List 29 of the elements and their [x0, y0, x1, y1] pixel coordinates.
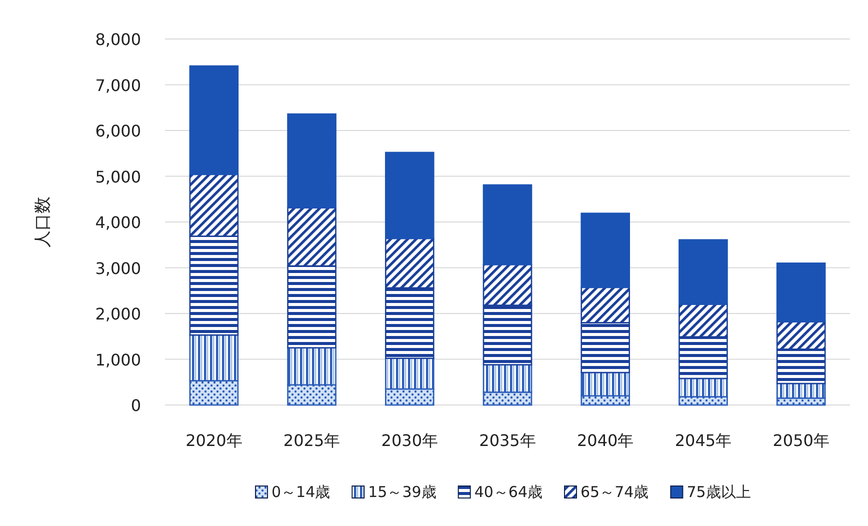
bar	[776, 262, 826, 322]
legend-label: 15～39歳	[368, 483, 436, 501]
y-tick-label: 0	[130, 396, 141, 415]
legend-label: 0～14歳	[272, 483, 330, 501]
x-tick-label: 2040年	[577, 431, 634, 450]
y-tick-label: 4,000	[95, 213, 141, 232]
y-tick-label: 1,000	[95, 350, 141, 370]
legend-label: 65～74歳	[580, 483, 649, 501]
y-tick-label: 6,000	[95, 122, 141, 140]
x-tick-label: 2050年	[772, 431, 830, 450]
bar	[287, 113, 336, 208]
y-tick-label: 5,000	[95, 167, 141, 186]
bar	[482, 184, 532, 266]
legend-label: 40～64歳	[474, 483, 543, 501]
bar	[384, 152, 434, 240]
x-tick-label: 2025年	[283, 431, 340, 450]
bar	[189, 65, 239, 176]
y-tick-label: 3,000	[95, 258, 141, 278]
y-tick-label: 2,000	[95, 304, 141, 324]
bar	[678, 239, 728, 305]
y-axis-title: 人口数	[33, 196, 53, 248]
x-tick-label: 2035年	[479, 431, 536, 450]
x-tick-label: 2020年	[186, 431, 242, 450]
x-tick-label: 2045年	[674, 431, 732, 450]
bar	[580, 212, 630, 288]
y-tick-label: 7,000	[95, 76, 141, 95]
legend-label: 75歳以上	[686, 483, 751, 501]
y-tick-label: 8,000	[95, 30, 141, 49]
x-tick-label: 2030年	[381, 431, 438, 450]
